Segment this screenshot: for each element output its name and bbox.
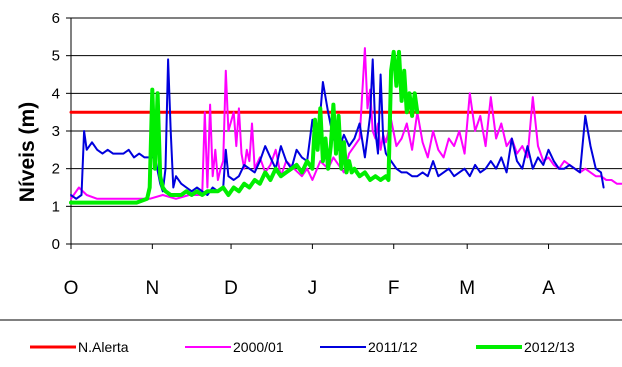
y-tick-labels: 0 1 2 3 4 5 6 <box>52 10 60 253</box>
x-month-label-D: D <box>224 278 238 299</box>
x-month-label-O: O <box>64 278 79 299</box>
y-axis-label: Níveis (m) <box>16 102 39 202</box>
legend-label-2012-13: 2012/13 <box>524 339 575 355</box>
x-month-label-M: M <box>459 278 475 299</box>
x-month-label-N: N <box>145 278 159 299</box>
y-tick-label-1: 1 <box>52 198 60 215</box>
legend-label-2000-01: 2000/01 <box>233 339 284 355</box>
series-group <box>69 47 622 205</box>
legend: N.Alerta 2000/01 2011/12 2012/13 <box>30 339 575 355</box>
legend-label-n-alerta: N.Alerta <box>78 339 129 355</box>
x-month-label-J: J <box>308 278 318 299</box>
y-tick-label-2: 2 <box>52 161 60 178</box>
x-month-label-A: A <box>542 278 555 299</box>
series-line-2000-01 <box>70 47 622 200</box>
legend-label-2011-12: 2011/12 <box>368 339 418 355</box>
grid-lines <box>71 17 622 207</box>
axes <box>66 17 622 249</box>
y-tick-label-5: 5 <box>52 48 60 65</box>
x-month-label-F: F <box>388 278 400 299</box>
y-tick-label-0: 0 <box>52 236 60 253</box>
series-line-2012-13 <box>69 49 420 205</box>
y-tick-label-6: 6 <box>52 10 60 27</box>
y-tick-label-3: 3 <box>52 123 60 140</box>
y-tick-label-4: 4 <box>52 85 60 102</box>
